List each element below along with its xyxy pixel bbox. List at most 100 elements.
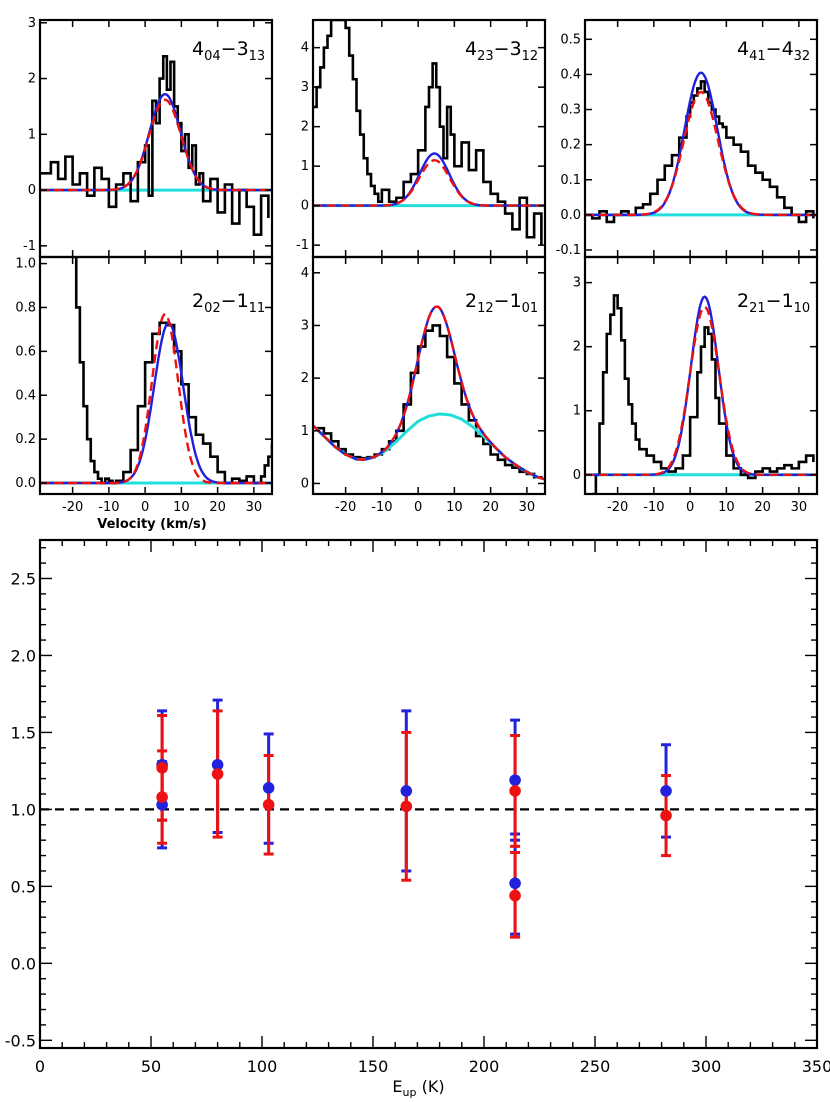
ytick-label: 0 xyxy=(573,468,581,483)
data-point xyxy=(660,785,672,797)
data-point xyxy=(156,791,168,803)
transition-subscript: 02 xyxy=(204,301,221,316)
data-point xyxy=(509,889,521,902)
ytick-label: 1.5 xyxy=(11,723,36,742)
fit-blue-curve xyxy=(313,152,545,207)
transition-text: 1 xyxy=(510,290,522,312)
xtick-label: 0 xyxy=(141,500,149,515)
x-axis-label: Eup (K) xyxy=(392,1077,444,1099)
ytick-label: 0.5 xyxy=(11,877,36,896)
ytick-label: -1 xyxy=(296,238,309,253)
transition-label: 221−110 xyxy=(737,290,810,316)
xtick-label: -10 xyxy=(98,500,119,515)
xtick-label: 50 xyxy=(141,1057,161,1076)
spectrum-panel-3: -0.10.00.10.20.30.40.5 441−432 xyxy=(556,18,819,259)
plot-area xyxy=(313,305,545,481)
data-point xyxy=(509,877,521,890)
xtick-label: 0 xyxy=(686,500,694,515)
data-point xyxy=(509,774,521,786)
ytick-label: 0.2 xyxy=(560,138,581,153)
transition-label: 404−313 xyxy=(192,38,265,64)
transition-text: − xyxy=(221,290,237,312)
xtick-label: 10 xyxy=(446,500,463,515)
transition-label: 441−432 xyxy=(737,38,810,64)
transition-text: 1 xyxy=(782,290,794,312)
transition-text: 3 xyxy=(510,38,522,60)
xtick-label: 30 xyxy=(519,500,536,515)
ytick-label: -0.5 xyxy=(5,1031,36,1050)
transition-subscript: 21 xyxy=(749,301,766,316)
xtick-label: 30 xyxy=(791,500,808,515)
transition-text: 4 xyxy=(192,38,204,60)
panel-frame xyxy=(311,255,547,496)
ytick-label: 1 xyxy=(301,159,309,174)
fit-blue-curve xyxy=(585,295,817,476)
xtick-label: -20 xyxy=(335,500,356,515)
spectrum-panel-4: 0.0 0.2 0.4 0.6 0.8 1.0 -20 -10 0 10 20 30 Velocity … xyxy=(15,255,274,532)
transition-subscript: 41 xyxy=(749,49,766,64)
transition-subscript: 10 xyxy=(794,301,811,316)
ytick-label: 0.0 xyxy=(11,954,36,973)
observed-spectrum xyxy=(585,80,815,224)
xtick-label: 20 xyxy=(209,500,226,515)
xtick-label: -10 xyxy=(643,500,664,515)
ratio-frame xyxy=(38,538,819,1050)
plot-area xyxy=(40,54,272,236)
xtick-label: 10 xyxy=(173,500,190,515)
ytick-label: -0.1 xyxy=(556,243,581,258)
fit-red-curve xyxy=(40,98,272,192)
ytick-label: 0.1 xyxy=(560,173,581,188)
transition-subscript: 04 xyxy=(204,49,221,64)
ytick-label: 0.3 xyxy=(560,103,581,118)
ytick-label: 0 xyxy=(28,183,36,198)
fit-red-curve xyxy=(313,158,545,207)
transition-label: 202−111 xyxy=(192,290,265,316)
xtick-label: -10 xyxy=(371,500,392,515)
ytick-label: 2.5 xyxy=(11,569,36,588)
transition-subscript: 12 xyxy=(522,49,539,64)
ytick-label: 0.5 xyxy=(560,32,581,47)
xtick-label: 300 xyxy=(691,1057,722,1076)
plot-area xyxy=(585,294,817,494)
transition-subscript: 12 xyxy=(477,301,494,316)
xlabel-unit: (K) xyxy=(417,1077,445,1096)
transition-text: − xyxy=(766,38,782,60)
transition-label: 212−101 xyxy=(465,290,538,316)
ytick-label: 1 xyxy=(301,424,309,439)
ytick-label: 3 xyxy=(28,16,36,31)
fit-red-curve xyxy=(585,305,817,476)
data-point xyxy=(211,768,224,780)
transition-subscript: 11 xyxy=(249,301,266,316)
transition-text: 4 xyxy=(782,38,794,60)
ytick-label: 0.8 xyxy=(15,300,36,315)
transition-text: − xyxy=(494,290,510,312)
ytick-label: 3 xyxy=(301,80,309,95)
xtick-label: 0 xyxy=(414,500,422,515)
ytick-label: 0 xyxy=(301,199,309,214)
ytick-label: 1.0 xyxy=(11,800,36,819)
transition-text: 2 xyxy=(465,290,477,312)
transition-text: 2 xyxy=(192,290,204,312)
fit-blue-curve xyxy=(40,92,272,192)
panel-frame xyxy=(583,255,819,496)
ytick-label: 4 xyxy=(301,41,309,56)
xtick-label: 10 xyxy=(718,500,735,515)
ytick-label: 2 xyxy=(301,371,309,386)
ytick-label: 0.0 xyxy=(560,208,581,223)
xtick-label: -20 xyxy=(607,500,628,515)
transition-subscript: 13 xyxy=(249,49,266,64)
xtick-label: 200 xyxy=(469,1057,500,1076)
transition-text: 4 xyxy=(465,38,477,60)
xtick-label: 150 xyxy=(358,1057,389,1076)
plot-area xyxy=(40,257,272,485)
ytick-label: 2 xyxy=(301,120,309,135)
fit-red-curve xyxy=(313,305,545,481)
xtick-label: 20 xyxy=(482,500,499,515)
fit-red-curve xyxy=(585,90,817,217)
transition-text: 2 xyxy=(737,290,749,312)
panel-frame xyxy=(38,255,274,496)
fit-blue-curve xyxy=(585,71,817,217)
xtick-label: -20 xyxy=(62,500,83,515)
ytick-label: 2 xyxy=(28,72,36,87)
